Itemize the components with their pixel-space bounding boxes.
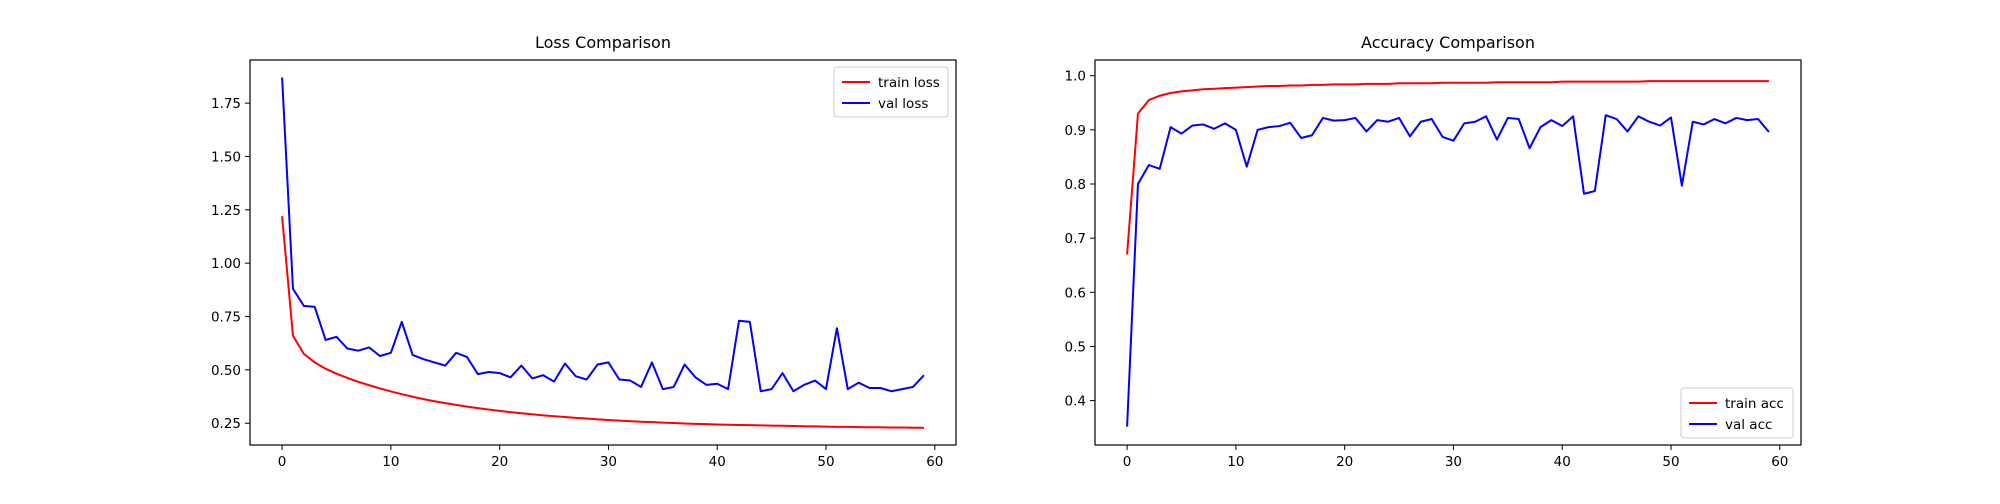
- x-tick-label: 40: [1554, 454, 1571, 470]
- legend-label: train acc: [1725, 396, 1784, 412]
- y-tick-label: 0.4: [1065, 394, 1086, 410]
- y-tick-label: 1.75: [211, 96, 241, 112]
- y-tick-label: 1.00: [211, 256, 241, 272]
- x-tick-label: 20: [491, 454, 508, 470]
- x-tick-label: 60: [926, 454, 943, 470]
- legend-label: train loss: [878, 75, 940, 91]
- series-line-train-acc: [1126, 80, 1769, 255]
- x-tick-label: 20: [1336, 454, 1353, 470]
- legend-box: [833, 66, 949, 118]
- y-tick-label: 1.50: [211, 149, 241, 165]
- chart-title: Accuracy Comparison: [1361, 33, 1535, 52]
- y-tick-label: 0.7: [1065, 231, 1086, 247]
- legend-label: val loss: [878, 96, 928, 112]
- legend: train loss val loss: [833, 66, 949, 118]
- x-tick-label: 0: [278, 454, 287, 470]
- x-tick-label: 60: [1771, 454, 1788, 470]
- series-line-val-acc: [1126, 114, 1770, 427]
- series-line-val-loss: [281, 77, 925, 393]
- y-tick-label: 0.5: [1065, 339, 1086, 355]
- accuracy-chart: Accuracy Comparison 0 10 20 30 40 50 60 0.4 0.5 0.…: [1065, 33, 1802, 470]
- y-tick-label: 0.25: [211, 416, 241, 432]
- plot-area-frame: [1094, 59, 1802, 446]
- x-tick-label: 50: [1662, 454, 1679, 470]
- y-tick-label: 0.50: [211, 363, 241, 379]
- y-tick-label: 0.9: [1065, 123, 1086, 139]
- y-tick-label: 1.25: [211, 203, 241, 219]
- loss-chart: Loss Comparison 0 10 20 30 40 50 60 0.25 0.50 0.75…: [211, 33, 957, 470]
- x-tick-label: 30: [600, 454, 617, 470]
- legend-label: val acc: [1725, 417, 1772, 433]
- x-tick-label: 10: [1227, 454, 1244, 470]
- x-tick-label: 50: [817, 454, 834, 470]
- y-tick-label: 0.6: [1065, 285, 1086, 301]
- plot-area-frame: [249, 59, 957, 446]
- legend-box: [1680, 387, 1794, 439]
- chart-title: Loss Comparison: [535, 33, 671, 52]
- series-line-train-loss: [281, 216, 924, 429]
- y-tick-label: 0.75: [211, 310, 241, 326]
- x-tick-label: 40: [709, 454, 726, 470]
- x-tick-label: 10: [382, 454, 399, 470]
- y-tick-label: 0.8: [1065, 177, 1086, 193]
- y-tick-label: 1.0: [1065, 69, 1086, 85]
- x-tick-label: 30: [1445, 454, 1462, 470]
- x-tick-label: 0: [1123, 454, 1132, 470]
- legend: train acc val acc: [1680, 387, 1794, 439]
